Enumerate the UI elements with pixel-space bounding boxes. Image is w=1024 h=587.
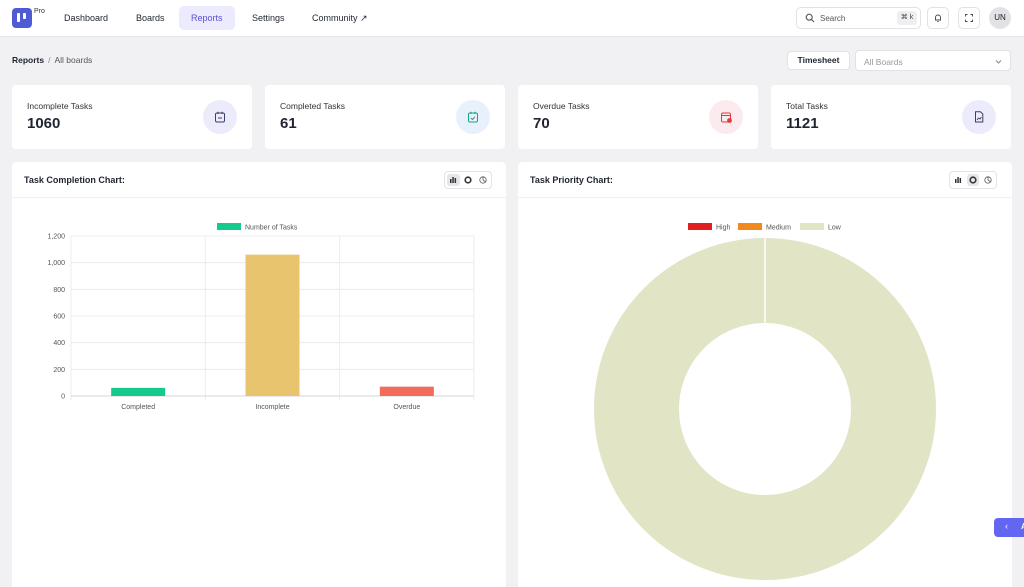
legend-label: Number of Tasks — [245, 225, 298, 232]
nav-boards[interactable]: Boards — [136, 13, 165, 23]
top-navbar: Pro Dashboard Boards Reports Settings Co… — [0, 0, 1024, 37]
stat-card-incomplete: Incomplete Tasks 1060 — [12, 85, 252, 149]
search-placeholder: Search — [820, 14, 846, 23]
doughnut-chart-button[interactable] — [966, 174, 980, 186]
stat-label: Total Tasks — [786, 101, 828, 111]
document-chart-icon — [962, 100, 996, 134]
doughnut-chart-button[interactable] — [462, 174, 475, 186]
bar-chart-icon — [450, 177, 457, 183]
bar-chart-icon — [955, 177, 962, 183]
bar-chart-button[interactable] — [952, 174, 965, 186]
search-icon — [805, 13, 815, 23]
y-tick-label: 200 — [53, 367, 65, 374]
task-priority-title: Task Priority Chart: — [530, 175, 613, 185]
expand-icon — [965, 14, 973, 22]
stat-label: Overdue Tasks — [533, 101, 590, 111]
breadcrumb-current: All boards — [54, 55, 93, 65]
side-drawer-cut-label: A — [1021, 522, 1024, 531]
doughnut-chart-icon — [464, 176, 472, 184]
nav-reports[interactable]: Reports — [179, 6, 235, 30]
pie-chart-button[interactable] — [981, 174, 994, 186]
fullscreen-button[interactable] — [958, 7, 980, 29]
search-box[interactable]: Search ⌘ k — [796, 7, 921, 29]
x-tick-label: Completed — [121, 404, 155, 411]
nav-settings[interactable]: Settings — [252, 13, 285, 23]
pie-chart-icon — [984, 176, 992, 184]
task-priority-chart: High Medium Low — [594, 223, 936, 580]
search-shortcut: ⌘ k — [897, 11, 917, 25]
app-logo[interactable] — [12, 8, 32, 28]
stat-value: 61 — [280, 115, 297, 132]
chart-type-toggle — [444, 171, 492, 189]
legend-label: Medium — [766, 225, 791, 232]
stat-value: 1121 — [786, 115, 819, 132]
legend-swatch — [800, 223, 824, 230]
panel-header — [12, 162, 506, 198]
calendar-check-icon — [456, 100, 490, 134]
timesheet-button[interactable]: Timesheet — [787, 51, 850, 70]
chart-type-toggle — [949, 171, 997, 189]
legend-label: High — [716, 225, 731, 232]
panel-header — [518, 162, 1012, 198]
board-select-value: All Boards — [864, 57, 903, 67]
y-tick-label: 800 — [53, 287, 65, 294]
legend-swatch — [738, 223, 762, 230]
calendar-minus-icon — [203, 100, 237, 134]
y-tick-label: 600 — [53, 314, 65, 321]
stat-card-overdue: Overdue Tasks 70 — [518, 85, 758, 149]
breadcrumb-separator: / — [48, 55, 51, 65]
nav-community[interactable]: Community ↗ — [312, 13, 368, 23]
legend-swatch — [217, 223, 241, 230]
doughnut-chart-icon — [969, 176, 977, 184]
pro-badge: Pro — [34, 8, 45, 15]
chevron-left-icon: ‹ — [1005, 521, 1008, 531]
task-completion-chart: Number of Tasks 0 200 400 600 800 1,000 1,200 Co… — [47, 223, 475, 411]
pie-chart-button[interactable] — [476, 174, 489, 186]
stat-value: 70 — [533, 115, 550, 132]
bar-completed — [111, 387, 166, 396]
stat-card-total: Total Tasks 1121 — [771, 85, 1011, 149]
x-tick-label: Incomplete — [255, 404, 289, 411]
stat-card-completed: Completed Tasks 61 — [265, 85, 505, 149]
y-tick-label: 400 — [53, 340, 65, 347]
y-tick-label: 1,200 — [47, 234, 65, 241]
side-drawer-button[interactable]: ‹ A — [994, 518, 1024, 537]
bar-incomplete — [245, 254, 300, 396]
task-completion-panel: Task Completion Chart: Number of Tasks 0 2… — [12, 162, 506, 587]
pie-chart-icon — [479, 176, 487, 184]
board-select[interactable]: All Boards — [855, 50, 1011, 71]
chevron-down-icon — [995, 60, 1002, 64]
task-completion-title: Task Completion Chart: — [24, 175, 125, 185]
stat-label: Completed Tasks — [280, 101, 346, 111]
breadcrumb-root[interactable]: Reports — [12, 55, 45, 65]
breadcrumb: Reports / All boards — [12, 55, 92, 65]
legend-swatch — [688, 223, 712, 230]
nav-dashboard[interactable]: Dashboard — [64, 13, 109, 23]
notifications-button[interactable] — [927, 7, 949, 29]
y-tick-label: 0 — [61, 394, 65, 401]
legend-label: Low — [828, 225, 842, 232]
y-tick-label: 1,000 — [47, 260, 65, 267]
x-tick-label: Overdue — [393, 404, 420, 411]
calendar-alert-icon — [709, 100, 743, 134]
bar-chart-button[interactable] — [447, 174, 460, 186]
stat-value: 1060 — [27, 115, 61, 132]
user-avatar[interactable]: UN — [989, 7, 1011, 29]
bell-icon — [935, 14, 941, 22]
task-priority-panel: Task Priority Chart: High Medium Low — [518, 162, 1012, 587]
stat-label: Incomplete Tasks — [27, 101, 93, 111]
bar-overdue — [379, 386, 434, 396]
